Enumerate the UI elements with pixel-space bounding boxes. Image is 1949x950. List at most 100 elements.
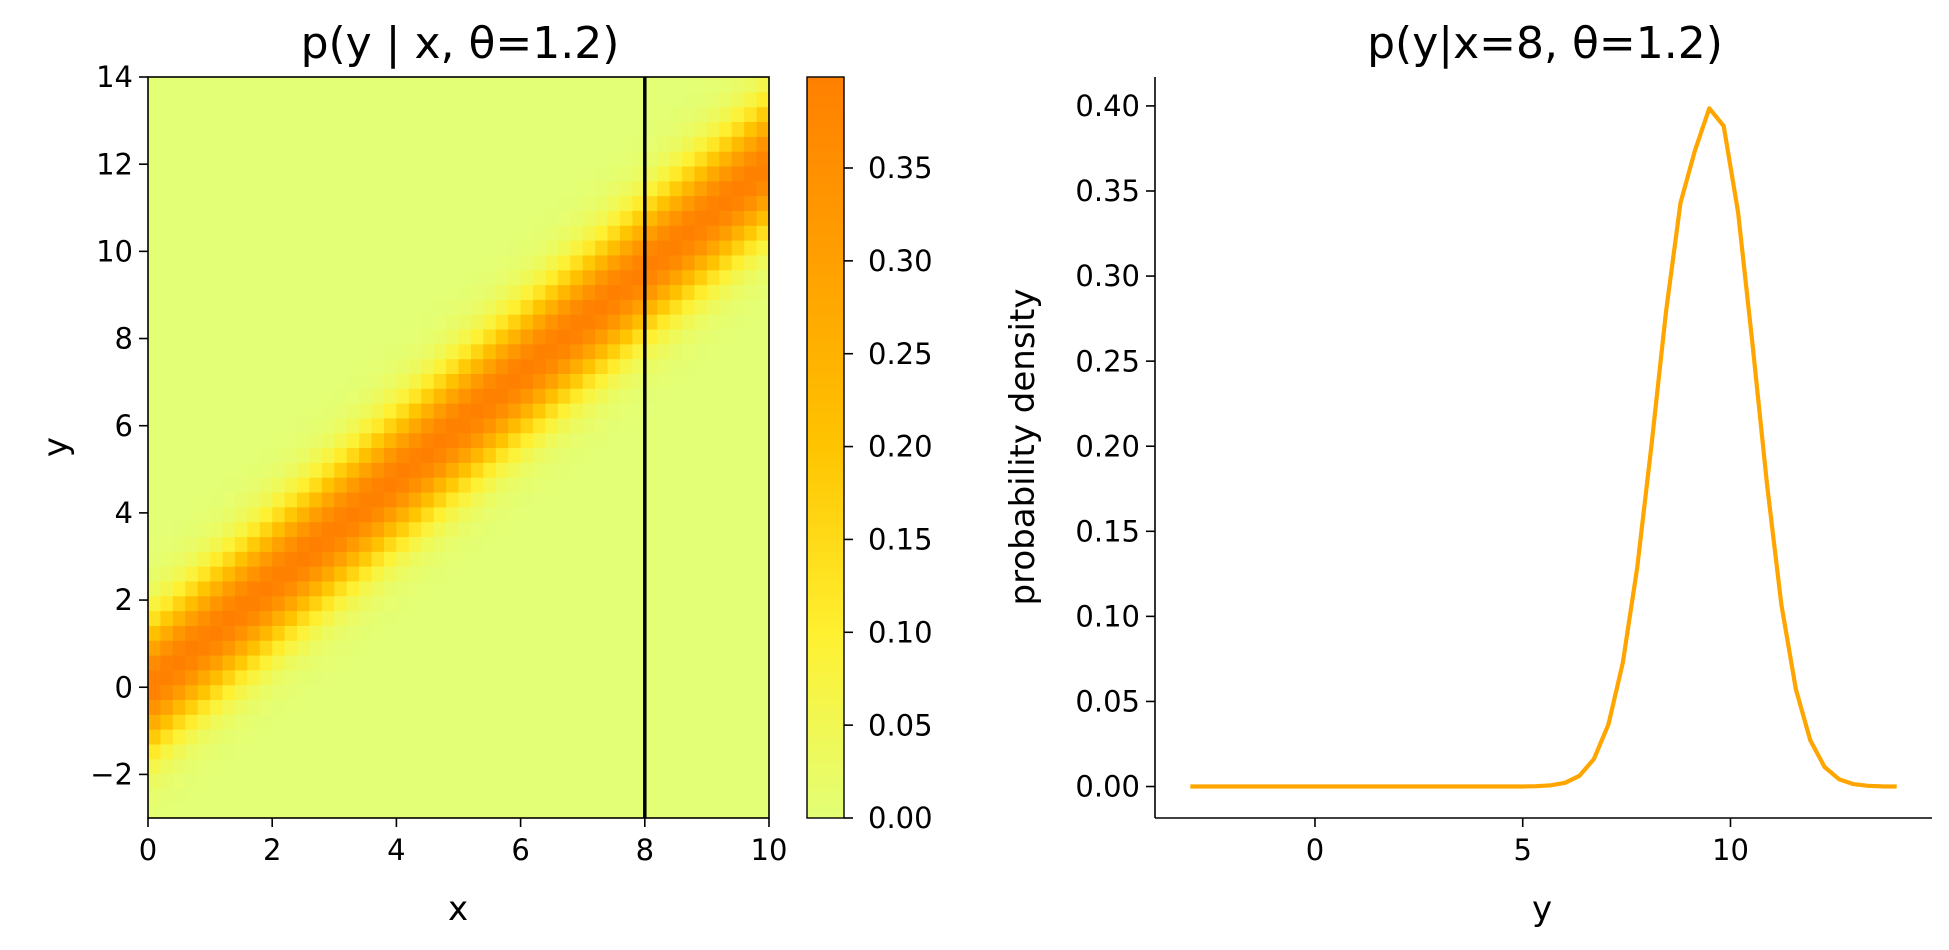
heatmap-cell (731, 447, 745, 463)
heatmap-cell (669, 240, 683, 256)
heatmap-cell (657, 151, 671, 167)
heatmap-cell (371, 758, 385, 775)
heatmap-cell (222, 714, 236, 730)
heatmap-cell (520, 358, 534, 374)
heatmap-cell (570, 640, 584, 656)
heatmap-cell (297, 803, 311, 819)
heatmap-cell (582, 595, 596, 612)
heatmap-cell (669, 625, 683, 641)
heatmap-cell (321, 151, 335, 167)
heatmap-cell (185, 403, 199, 419)
heatmap-cell (334, 654, 348, 671)
heatmap-cell (148, 403, 162, 419)
heatmap-cell (346, 328, 360, 345)
heatmap-cell (731, 729, 745, 745)
heatmap-cell (533, 566, 547, 582)
heatmap-cell (595, 106, 609, 123)
heatmap-cell (756, 417, 770, 434)
heatmap-cell (520, 373, 534, 389)
heatmap-cell (570, 106, 584, 123)
heatmap-cell (756, 491, 770, 508)
heatmap-cell (284, 699, 298, 715)
heatmap-cell (582, 388, 596, 404)
heatmap-cell (520, 654, 534, 671)
heatmap-cell (346, 417, 360, 434)
heatmap-cell (234, 343, 248, 360)
heatmap-cell (309, 788, 323, 804)
heatmap-cell (682, 417, 696, 434)
heatmap-cell (694, 669, 708, 686)
heatmap-cell (371, 121, 385, 137)
heatmap-cell (334, 210, 348, 226)
heatmap-cell (582, 91, 596, 108)
heatmap-cell (644, 566, 658, 582)
heatmap-cell (682, 521, 696, 538)
line-chart-ytick-label: 0.40 (1075, 89, 1140, 123)
heatmap-cell (619, 299, 633, 315)
heatmap-cell (433, 447, 447, 463)
heatmap-cell (396, 240, 410, 256)
heatmap-cell (321, 210, 335, 226)
heatmap-cell (595, 743, 609, 760)
heatmap-cell (657, 803, 671, 819)
line-chart-xlabel: y (1532, 889, 1552, 929)
heatmap-cell (632, 684, 646, 701)
heatmap-cell (284, 91, 298, 108)
heatmap-cell (744, 77, 758, 93)
heatmap-cell (756, 210, 770, 226)
heatmap-cell (508, 343, 522, 360)
heatmap-cell (185, 551, 199, 567)
heatmap-cell (657, 580, 671, 597)
heatmap-cell (694, 580, 708, 597)
heatmap-cell (408, 403, 422, 419)
heatmap-cell (694, 180, 708, 197)
heatmap-cell (570, 225, 584, 241)
heatmap-cell (458, 684, 472, 701)
heatmap-cell (706, 610, 720, 626)
heatmap-cell (148, 343, 162, 360)
heatmap-cell (682, 669, 696, 686)
heatmap-cell (545, 106, 559, 123)
heatmap-cell (483, 240, 497, 256)
heatmap-cell (359, 566, 373, 582)
heatmap-cell (744, 195, 758, 211)
heatmap-cell (234, 595, 248, 612)
heatmap-cell (396, 684, 410, 701)
heatmap-cell (309, 462, 323, 478)
heatmap-cell (607, 684, 621, 701)
heatmap-cell (408, 654, 422, 671)
heatmap-cell (557, 743, 571, 760)
heatmap-cell (644, 773, 658, 789)
heatmap-cell (334, 225, 348, 241)
heatmap-cell (396, 654, 410, 671)
heatmap-cell (508, 566, 522, 582)
heatmap-cell (297, 432, 311, 449)
heatmap-cell (719, 106, 733, 123)
line-panel: p(y|x=8, θ=1.2) 0 5 10 0.000.050.100.150.2… (1003, 18, 1932, 929)
heatmap-cell (557, 491, 571, 508)
heatmap-cell (371, 729, 385, 745)
heatmap-cell (359, 91, 373, 108)
heatmap-cell (632, 788, 646, 804)
heatmap-cell (694, 684, 708, 701)
heatmap-cell (210, 491, 224, 508)
heatmap-ytick-label: 2 (115, 583, 133, 617)
heatmap-cell (234, 195, 248, 211)
heatmap-cell (632, 521, 646, 538)
heatmap-cell (619, 595, 633, 612)
heatmap-cell (446, 758, 460, 775)
heatmap-cell (309, 388, 323, 404)
heatmap-cell (297, 225, 311, 241)
heatmap-cell (706, 654, 720, 671)
heatmap-cell (458, 165, 472, 182)
heatmap-cell (396, 669, 410, 686)
heatmap-cell (706, 566, 720, 582)
heatmap-ytick-label: −2 (90, 758, 133, 792)
heatmap-cell (383, 284, 397, 300)
heatmap-cell (321, 225, 335, 241)
heatmap-cell (669, 788, 683, 804)
heatmap-cell (545, 506, 559, 523)
heatmap-cell (446, 180, 460, 197)
heatmap-cell (483, 91, 497, 108)
heatmap-cell (259, 358, 273, 374)
